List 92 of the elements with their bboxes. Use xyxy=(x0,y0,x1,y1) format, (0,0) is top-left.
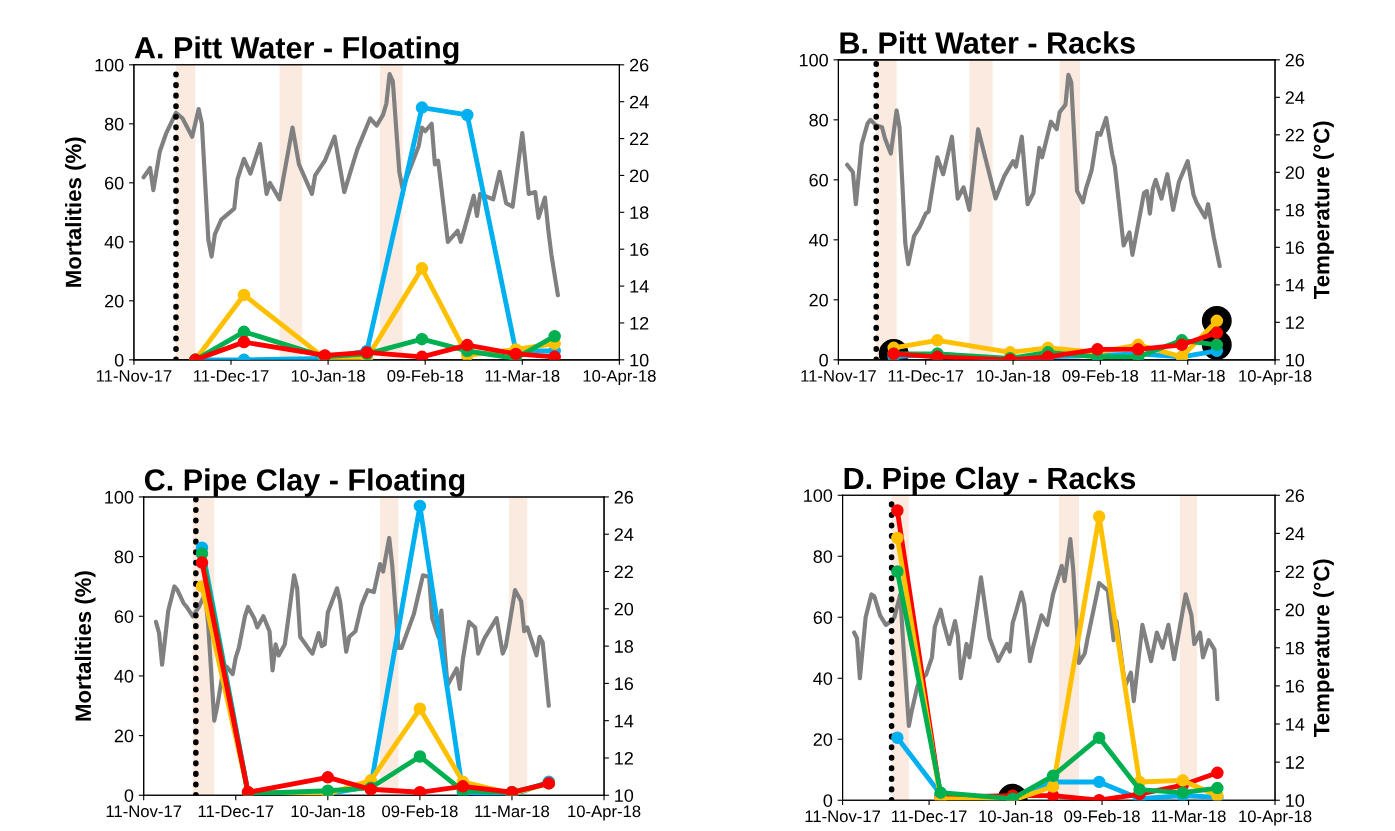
y2-tick-label: 24 xyxy=(630,95,649,109)
x-tick-label: 11-Nov-17 xyxy=(106,805,182,818)
y2-tick-label: 16 xyxy=(1286,241,1305,255)
x-tick-label: 09-Feb-18 xyxy=(1062,369,1139,382)
y-tick-label: 80 xyxy=(114,550,134,564)
y2-tick-label: 26 xyxy=(630,58,649,72)
y2-tick-label: 18 xyxy=(1286,641,1305,655)
y2-tick-label: 26 xyxy=(614,490,634,504)
y2-tick-label: 12 xyxy=(1286,316,1304,329)
x-tick-label: 10-Apr-18 xyxy=(568,805,641,821)
y-tick-label: 20 xyxy=(813,733,833,746)
y2-tick-label: 26 xyxy=(1285,489,1305,502)
y-axis-title: Mortalities (%) xyxy=(74,571,96,721)
y-tick-label: 40 xyxy=(104,235,124,249)
x-tick-label: 11-Mar-18 xyxy=(1151,810,1226,823)
x-tick-label: 11-Dec-17 xyxy=(193,370,269,382)
y-tick-label: 20 xyxy=(114,729,134,743)
y-tick-label: 60 xyxy=(813,611,833,624)
x-tick-label: 10-Jan-18 xyxy=(291,369,365,382)
y-tick-label: 0 xyxy=(124,789,134,802)
y-axis-title: Mortalities (%) xyxy=(65,137,86,287)
y-tick-label: 40 xyxy=(809,233,828,247)
y-tick-label: 100 xyxy=(105,490,134,504)
y2-tick-label: 20 xyxy=(630,169,649,183)
y2-tick-label: 22 xyxy=(1285,128,1304,142)
y2-tick-label: 24 xyxy=(1285,527,1305,540)
x-tick-label: 10-Jan-18 xyxy=(976,369,1050,382)
y2-tick-label: 14 xyxy=(1286,718,1305,731)
y2-tick-label: 16 xyxy=(630,243,649,256)
y2-tick-label: 10 xyxy=(630,353,649,367)
x-tick-label: 10-Apr-18 xyxy=(1239,810,1312,826)
x-tick-label: 11-Mar-18 xyxy=(1151,369,1225,382)
x-tick-label: 09-Feb-18 xyxy=(382,804,458,818)
y-tick-label: 100 xyxy=(799,53,828,67)
y2-axis-title: Temperature (°C) xyxy=(1313,559,1334,737)
x-tick-label: 11-Mar-18 xyxy=(485,369,560,382)
chart-title: B. Pitt Water - Racks xyxy=(840,31,1135,54)
y-tick-label: 100 xyxy=(804,489,833,502)
y-tick-label: 80 xyxy=(104,117,124,131)
y2-tick-label: 20 xyxy=(614,602,634,616)
y-tick-label: 20 xyxy=(105,294,124,308)
y2-tick-label: 24 xyxy=(614,528,634,541)
y2-tick-label: 10 xyxy=(615,789,634,802)
y2-tick-label: 16 xyxy=(1286,679,1305,693)
x-tick-label: 11-Nov-17 xyxy=(801,370,876,382)
y-tick-label: 40 xyxy=(114,669,134,683)
x-tick-label: 09-Feb-18 xyxy=(387,369,463,382)
chart-title: C. Pipe Clay - Floating xyxy=(144,468,465,497)
y2-tick-label: 12 xyxy=(630,316,649,330)
chart-title: D. Pipe Clay - Racks xyxy=(844,466,1136,496)
y2-tick-label: 20 xyxy=(1285,603,1305,617)
x-tick-label: 09-Feb-18 xyxy=(1064,809,1140,823)
y2-tick-label: 20 xyxy=(1285,166,1305,180)
y-tick-label: 100 xyxy=(95,58,124,72)
y2-tick-label: 10 xyxy=(1286,353,1305,367)
y-tick-label: 0 xyxy=(114,353,124,367)
x-tick-label: 10-Jan-18 xyxy=(979,810,1053,823)
y-tick-label: 20 xyxy=(809,293,828,307)
x-tick-label: 10-Jan-18 xyxy=(291,805,365,818)
y-tick-label: 0 xyxy=(819,353,828,367)
y2-tick-label: 12 xyxy=(1286,756,1304,769)
y-tick-label: 0 xyxy=(823,794,833,807)
y2-tick-label: 14 xyxy=(630,280,649,293)
y2-tick-label: 18 xyxy=(630,206,649,220)
y2-tick-label: 14 xyxy=(1286,278,1305,292)
y2-tick-label: 24 xyxy=(1285,91,1305,104)
y2-tick-label: 26 xyxy=(1285,53,1305,67)
y-tick-label: 60 xyxy=(105,176,124,190)
y2-tick-label: 10 xyxy=(1286,794,1305,807)
x-tick-label: 11-Nov-17 xyxy=(805,810,881,823)
y-tick-label: 40 xyxy=(813,672,833,685)
y-tick-label: 80 xyxy=(813,550,833,563)
x-tick-label: 11-Dec-17 xyxy=(892,810,967,823)
y2-tick-label: 22 xyxy=(614,565,633,579)
x-tick-label: 11-Mar-18 xyxy=(475,805,550,818)
x-tick-label: 11-Dec-17 xyxy=(198,805,274,818)
x-tick-label: 11-Dec-17 xyxy=(888,370,964,382)
y2-tick-label: 14 xyxy=(615,714,634,728)
chart-title: A. Pitt Water - Floating xyxy=(134,36,459,65)
y-tick-label: 60 xyxy=(809,173,828,187)
y2-tick-label: 22 xyxy=(630,132,649,146)
y2-tick-label: 22 xyxy=(1285,565,1304,579)
y2-axis-title: Temperature (°C) xyxy=(1313,121,1334,300)
x-tick-label: 10-Apr-18 xyxy=(1239,369,1312,386)
y2-tick-label: 18 xyxy=(615,640,634,653)
y-tick-label: 80 xyxy=(809,113,828,127)
y2-tick-label: 16 xyxy=(615,677,634,691)
y2-tick-label: 12 xyxy=(615,751,633,765)
y2-tick-label: 18 xyxy=(1286,203,1305,217)
x-tick-label: 10-Apr-18 xyxy=(583,369,656,386)
y-tick-label: 60 xyxy=(114,610,134,623)
x-tick-label: 11-Nov-17 xyxy=(96,370,172,382)
